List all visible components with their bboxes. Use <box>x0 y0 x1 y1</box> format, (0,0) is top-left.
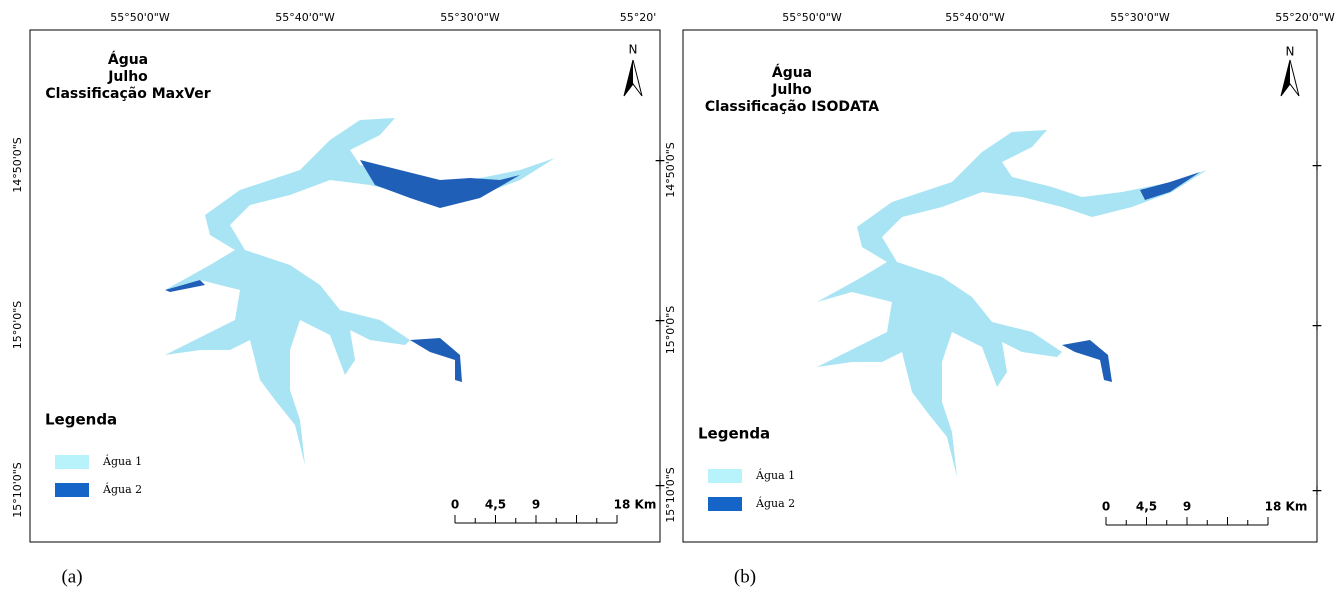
longitude-label: 55°50'0"W <box>110 11 170 24</box>
longitude-label: 55°30'0"W <box>1110 11 1170 24</box>
scale-label: 0 <box>451 498 459 512</box>
legend-swatch <box>708 469 742 483</box>
figure: 55°50'0"W 55°40'0"W 55°30'0"W 55°20' 14°50'0… <box>0 0 1342 590</box>
legend-item: Água 2 <box>755 496 795 510</box>
scale-label: 18 Km <box>1265 500 1308 514</box>
latitude-label: 15°10'0"S <box>11 462 24 518</box>
scale-label: 9 <box>1183 500 1191 514</box>
legend-swatch <box>708 497 742 511</box>
latitude-label: 15°0'0"S <box>664 306 677 355</box>
map-title: Classificação ISODATA <box>705 99 879 115</box>
latitude-label: 15°10'0"S <box>664 467 677 523</box>
legend-item: Água 1 <box>755 468 795 482</box>
legend-swatch <box>55 483 89 497</box>
legend-title: Legenda <box>698 425 770 443</box>
map-title: Água <box>108 51 148 68</box>
legend-item: Água 1 <box>102 454 142 468</box>
scale-label: 18 Km <box>614 498 657 512</box>
scale-label: 0 <box>1102 500 1110 514</box>
map-title: Classificação MaxVer <box>45 86 210 102</box>
longitude-label: 55°50'0"W <box>782 11 842 24</box>
north-label: N <box>629 43 638 57</box>
longitude-label: 55°20'0"W <box>1275 11 1335 24</box>
map-title: Julho <box>771 82 812 98</box>
graticule-cross: + <box>1311 483 1323 499</box>
caption: (a) <box>61 566 82 587</box>
longitude-label: 55°20' <box>620 11 657 24</box>
graticule-cross: + <box>1311 318 1323 334</box>
map-title: Água <box>772 64 812 81</box>
longitude-label: 55°40'0"W <box>275 11 335 24</box>
legend-item: Água 2 <box>102 482 142 496</box>
caption: (b) <box>734 566 756 587</box>
scale-label: 4,5 <box>1136 500 1157 514</box>
latitude-label: 14°50'0"S <box>11 137 24 193</box>
legend-swatch <box>55 455 89 469</box>
longitude-label: 55°40'0"W <box>945 11 1005 24</box>
scale-label: 4,5 <box>485 498 506 512</box>
map-title: Julho <box>107 69 148 85</box>
north-label: N <box>1286 45 1295 59</box>
longitude-label: 55°30'0"W <box>440 11 500 24</box>
latitude-label: 14°50'0"S <box>664 142 677 198</box>
legend-title: Legenda <box>45 411 117 429</box>
scale-label: 9 <box>532 498 540 512</box>
latitude-label: 15°0'0"S <box>11 301 24 350</box>
graticule-cross: + <box>1311 158 1323 174</box>
